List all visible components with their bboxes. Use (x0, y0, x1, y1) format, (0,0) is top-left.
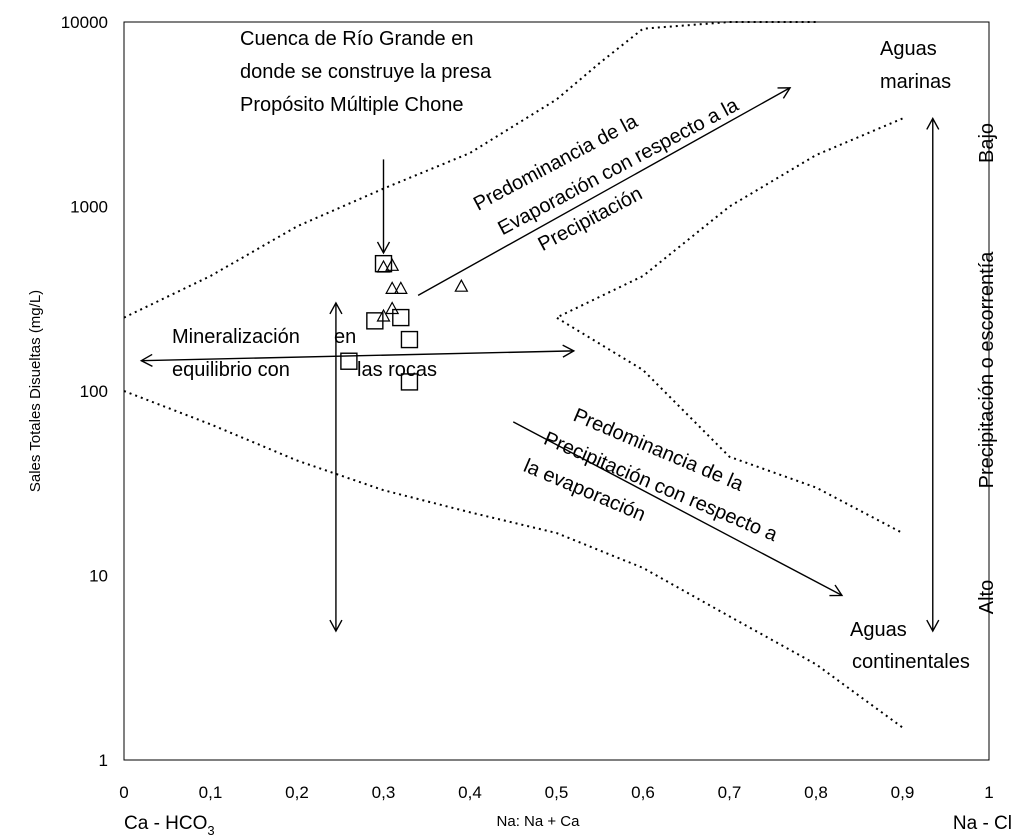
triangle-point-2 (385, 258, 400, 271)
x-tick-label: 0,5 (545, 783, 569, 802)
annotation-precipitation: Predominancia de la Precipitación con re… (520, 404, 781, 546)
annotation-alto: Alto (976, 580, 998, 614)
y-tick-labels: 1 10 100 1000 10000 (61, 13, 108, 770)
annotation-bajo: Bajo (976, 123, 998, 163)
y-tick-label: 1 (99, 751, 108, 770)
annotation-basin: Cuenca de Río Grande en donde se constru… (240, 28, 492, 116)
y-tick-label: 10 (89, 567, 108, 586)
square-point-6 (400, 373, 419, 391)
x-left-end-label: Ca - HCO3 (124, 813, 215, 838)
mineralization-line-1-right: en (334, 326, 356, 348)
mineralization-line-1-left: Mineralización (172, 326, 300, 348)
boundary-line-1 (123, 21, 816, 319)
x-tick-label: 0,2 (285, 783, 309, 802)
x-tick-label: 0,9 (891, 783, 915, 802)
aguas-continentales-line-2: continentales (852, 651, 970, 673)
triangle-point-3 (385, 281, 400, 294)
aguas-marinas-line-2: marinas (880, 71, 951, 93)
square-point-5 (340, 352, 358, 370)
x-tick-labels: 0 0,1 0,2 0,3 0,4 0,5 0,6 0,7 0,8 0,9 1 (119, 783, 993, 802)
x-tick-label: 0,8 (804, 783, 828, 802)
annotation-runoff: Precipitación o escorrentía (976, 251, 998, 489)
triangle-point-1 (376, 259, 391, 273)
boundary-line-2 (123, 390, 904, 729)
boundary-lines (123, 21, 904, 729)
y-axis-label: Sales Totales Disueltas (mg/L) (27, 290, 44, 492)
triangle-point-5 (385, 301, 400, 315)
x-tick-label: 1 (984, 783, 993, 802)
x-tick-label: 0,1 (199, 783, 223, 802)
y-tick-label: 10000 (61, 13, 108, 32)
x-tick-label: 0,3 (372, 783, 396, 802)
square-point-3 (392, 308, 410, 327)
y-tick-label: 100 (80, 382, 108, 401)
aguas-continentales-line-1: Aguas (850, 619, 907, 641)
boundary-line-3 (554, 117, 903, 534)
annotation-aguas-marinas: Aguas marinas (880, 38, 951, 93)
data-points (340, 254, 469, 391)
annotation-mineralization: Mineralización en equilibrio con las roc… (172, 326, 437, 381)
mineralization-line-2-right: las rocas (357, 359, 437, 381)
basin-line-1: Cuenca de Río Grande en (240, 28, 474, 50)
mineralization-line-2-left: equilibrio con (172, 359, 290, 381)
triangle-point-4 (393, 281, 408, 294)
x-tick-label: 0 (119, 783, 128, 802)
triangle-point-6 (376, 308, 391, 322)
basin-line-2: donde se construye la presa (240, 61, 492, 83)
triangle-point-7 (454, 278, 469, 292)
x-axis-label: Na: Na + Ca (497, 813, 581, 830)
x-tick-label: 0,4 (458, 783, 482, 802)
annotation-aguas-continentales: Aguas continentales (850, 619, 970, 673)
y-tick-label: 1000 (70, 198, 108, 217)
x-left-end-label-main: Ca - HCO (124, 813, 207, 834)
x-left-end-label-subscript: 3 (207, 823, 214, 838)
evaporation-arrow (417, 87, 792, 296)
plot-area (123, 21, 990, 761)
x-right-end-label: Na - Cl (953, 813, 1012, 834)
aguas-marinas-line-1: Aguas (880, 38, 937, 60)
x-tick-label: 0,6 (631, 783, 655, 802)
x-tick-label: 0,7 (718, 783, 742, 802)
basin-line-3: Propósito Múltiple Chone (240, 94, 463, 116)
square-point-4 (400, 330, 419, 349)
precipitation-arrow (512, 421, 844, 597)
